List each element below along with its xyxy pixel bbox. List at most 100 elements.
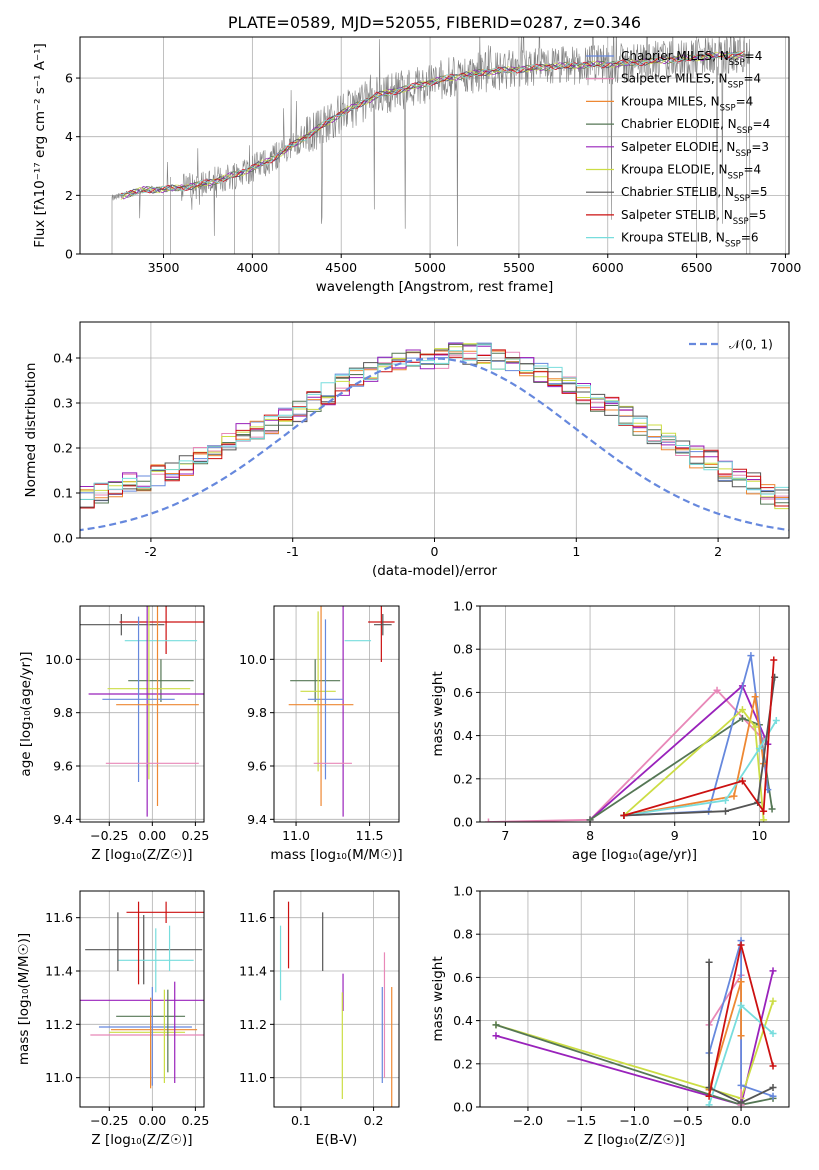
weight-point-marker [492, 1021, 500, 1029]
spectrum-xtick-label: 4000 [236, 260, 268, 275]
spectrum-model-line [120, 51, 745, 200]
weight-series-line [623, 659, 775, 817]
weight-point-marker [492, 1032, 500, 1040]
age_vs_Z-xtick-label: 0.25 [181, 828, 209, 843]
weight_vs_Z-ytick-label: 0.2 [453, 1056, 473, 1071]
spectrum-xtick-label: 6000 [592, 260, 624, 275]
spectrum-axes: 3500 4000 4500 5000 5500 6000 6500 7000 0 2 4 6 wave… [32, 13, 801, 295]
weight-series-line [623, 720, 778, 817]
residual-histogram [80, 344, 789, 513]
spectrum-model-line [120, 50, 745, 196]
legend-entry: Chabrier MILES, NSSP=4 [621, 49, 762, 68]
spectrum-frame [79, 36, 790, 255]
weight-point-marker [737, 941, 745, 949]
weight-series-line [623, 677, 776, 817]
weight-point-marker [737, 1081, 745, 1089]
legend-entry: Chabrier ELODIE, NSSP=4 [621, 117, 770, 136]
age_vs_mass-frame [273, 605, 400, 823]
mass_vs_Z-ylabel: mass [log₁₀(M/M☉)] [16, 933, 32, 1065]
weight-point-marker [751, 723, 759, 731]
mass_vs_EBV-ytick-label: 11.4 [239, 964, 267, 979]
residuals-ytick-label: 0.2 [53, 441, 73, 456]
spectrum-xtick-label: 6500 [681, 260, 713, 275]
residual-histogram [80, 343, 789, 510]
residual-histogram [80, 343, 789, 511]
weight-point-marker [769, 1030, 777, 1038]
mass_vs_EBV-xtick-label: 0.2 [364, 1113, 384, 1128]
weight-point-marker [737, 1001, 745, 1009]
mass_vs_Z-ytick-label: 11.6 [45, 910, 73, 925]
spectrum-legend: Chabrier MILES, NSSP=4 Salpeter MILES, NS… [586, 49, 770, 250]
weight_vs_Z-plot-area [492, 937, 777, 1107]
mass_vs_Z-ytick-label: 11.2 [45, 1017, 73, 1032]
mass_vs_EBV-axes: 0.1 0.2 11.0 11.2 11.4 11.6 E(B-V) [239, 890, 400, 1148]
residuals-xtick-label: 2 [714, 544, 722, 559]
weight_vs_age-xtick-label: 8 [586, 828, 594, 843]
weight-point-marker [705, 1101, 713, 1107]
age_vs_Z-axes: −0.25 0.00 0.25 9.4 9.6 9.8 10.0 Z [log₁₀(Z/Z☉)… [18, 605, 209, 863]
age_vs_mass-ytick-label: 9.8 [247, 705, 267, 720]
age_vs_mass-xlabel: mass [log₁₀(M/M☉)] [270, 847, 402, 863]
spectrum-model-line [120, 50, 745, 195]
age_vs_Z-xtick-label: 0.00 [138, 828, 166, 843]
weight-point-marker [738, 714, 746, 722]
mass_vs_Z-xtick-label: −0.25 [90, 1113, 128, 1128]
legend-entry: 𝒩(0, 1) [729, 338, 773, 352]
spectrum-model-line [120, 51, 745, 200]
weight_vs_Z-xtick-label: 0.0 [731, 1113, 751, 1128]
weight-point-marker [737, 1099, 745, 1107]
residual-histogram [80, 343, 789, 513]
spectrum-ytick-label: 2 [65, 188, 73, 203]
mass_vs_Z-xtick-label: 0.25 [181, 1113, 209, 1128]
age_vs_Z-ytick-label: 9.4 [53, 812, 73, 827]
mass_vs_EBV-ytick-label: 11.2 [239, 1017, 267, 1032]
residuals-xtick-label: 0 [431, 544, 439, 559]
spectrum-xtick-label: 4500 [325, 260, 357, 275]
residuals-xtick-label: 1 [572, 544, 580, 559]
legend-entry: Kroupa ELODIE, NSSP=4 [621, 163, 761, 182]
weight_vs_age-ytick-label: 0.4 [453, 728, 473, 743]
age_vs_Z-ytick-label: 9.6 [53, 759, 73, 774]
weight_vs_Z-ytick-label: 0.8 [453, 927, 473, 942]
weight_vs_Z-ytick-label: 0.6 [453, 970, 473, 985]
mass_vs_EBV-plot-area [279, 901, 393, 1107]
weight-point-marker [713, 686, 721, 694]
weight_vs_age-xtick-label: 7 [501, 828, 509, 843]
mass_vs_Z-axes: −0.25 0.00 0.25 11.0 11.2 11.4 11.6 Z [log₁₀(Z/… [16, 890, 209, 1148]
weight-point-marker [705, 1092, 713, 1100]
weight-series-line [488, 688, 765, 822]
spectrum-xtick-label: 3500 [148, 260, 180, 275]
weight-point-marker [760, 807, 768, 815]
weight-point-marker [770, 656, 778, 664]
mass_vs_EBV-xtick-label: 0.1 [291, 1113, 311, 1128]
weight_vs_age-xlabel: age [log₁₀(age/yr)] [572, 847, 697, 863]
weight_vs_Z-ytick-label: 0.4 [453, 1013, 473, 1028]
age_vs_Z-xtick-label: −0.25 [90, 828, 128, 843]
legend-entry: Kroupa MILES, NSSP=4 [621, 94, 753, 113]
age_vs_Z-plot-area [80, 606, 204, 817]
age_vs_mass-axes: 11.0 11.5 9.4 9.6 9.8 10.0 mass [log₁₀(M/M☉)] [239, 605, 403, 863]
spectrum-xtick-label: 5000 [414, 260, 446, 275]
age_vs_Z-ylabel: age [log₁₀(age/yr)] [18, 651, 34, 776]
spectrum-title: PLATE=0589, MJD=52055, FIBERID=0287, z=0… [228, 13, 641, 32]
weight_vs_Z-xtick-label: −2.0 [513, 1113, 543, 1128]
weight_vs_age-axes: 7 8 9 10 0.0 0.2 0.4 0.6 0.8 1.0 age [log₁₀(age/yr… [430, 599, 790, 863]
weight_vs_age-ytick-label: 0.2 [453, 771, 473, 786]
weight-point-marker [769, 1062, 777, 1070]
spectrum-ylabel: Flux [fλ10⁻¹⁷ erg cm⁻² s⁻¹ A⁻¹] [32, 43, 48, 248]
spectrum-xtick-label: 5500 [503, 260, 535, 275]
age_vs_mass-ytick-label: 9.4 [247, 812, 267, 827]
age_vs_mass-ytick-label: 9.6 [247, 759, 267, 774]
residuals-axes: -2 -1 0 1 2 0.0 0.1 0.2 0.3 0.4 (data-model)/error… [23, 321, 790, 579]
mass_vs_Z-ytick-label: 11.4 [45, 964, 73, 979]
weight_vs_age-ylabel: mass weight [430, 671, 446, 756]
spectrum-model-line [120, 52, 745, 196]
residual-histogram [80, 349, 789, 512]
age_vs_Z-xlabel: Z [log₁₀(Z/Z☉)] [91, 847, 192, 863]
weight-point-marker [737, 1032, 745, 1040]
weight-point-marker [738, 706, 746, 714]
weight_vs_age-ytick-label: 0.6 [453, 685, 473, 700]
mass_vs_EBV-grid [274, 891, 399, 1107]
age_vs_mass-ytick-label: 10.0 [239, 652, 267, 667]
weight-point-marker [769, 967, 777, 975]
